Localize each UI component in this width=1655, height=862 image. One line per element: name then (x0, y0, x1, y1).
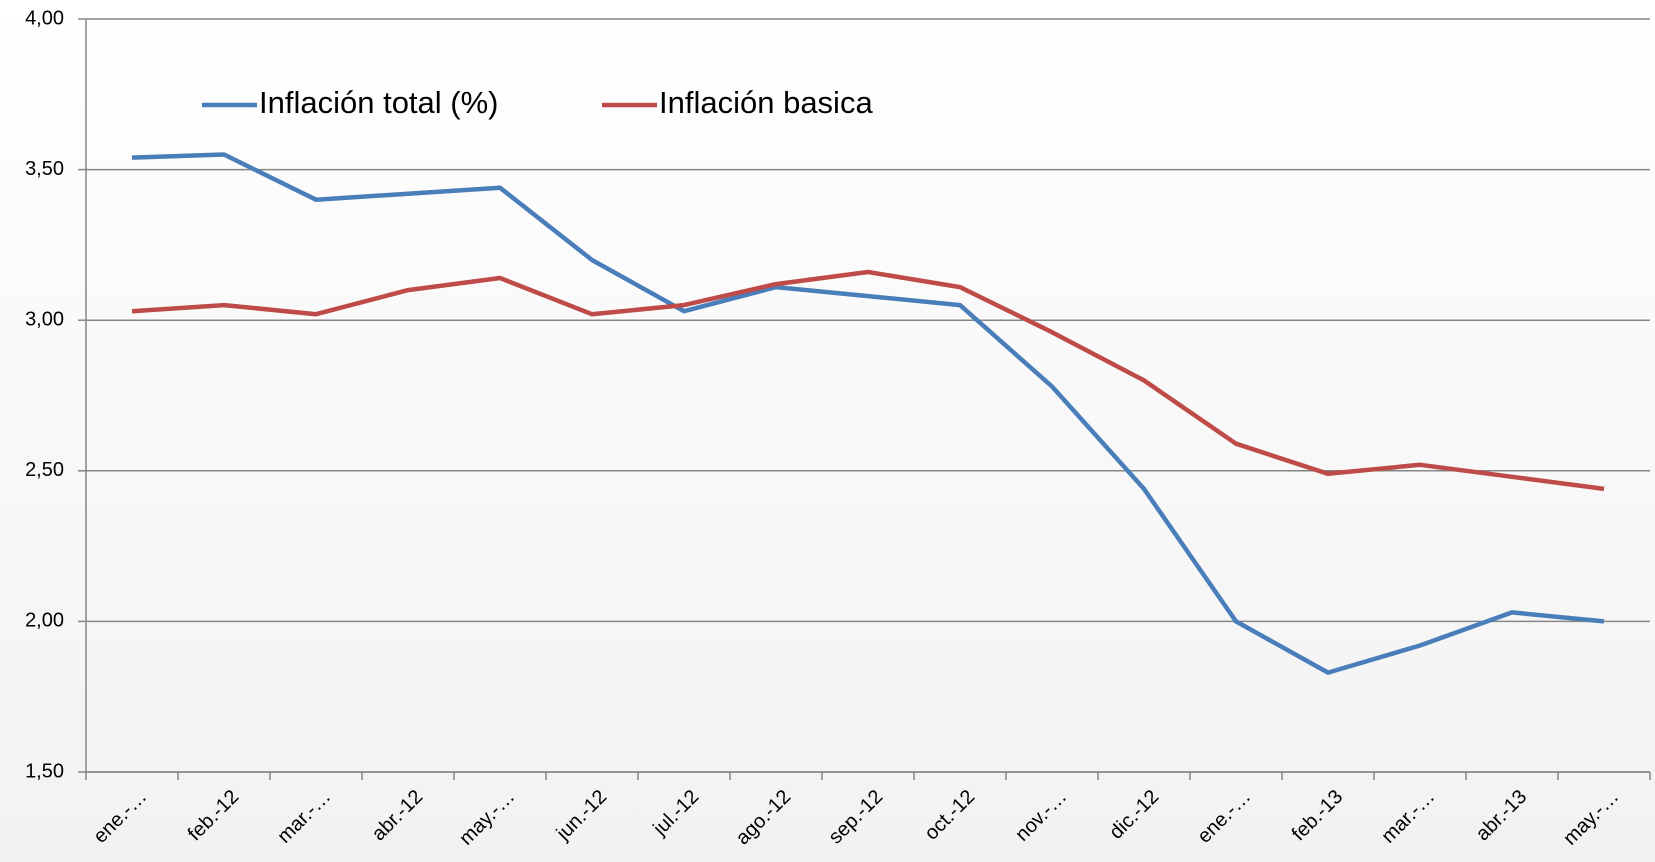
legend-label: Inflación basica (659, 85, 873, 120)
series-line (131, 152, 1605, 675)
series-line (131, 269, 1605, 492)
y-tick-label: 3,50 (25, 158, 64, 180)
y-tick-label: 3,00 (25, 308, 64, 330)
y-tick-label: 2,50 (25, 459, 64, 481)
y-tick-label: 2,00 (25, 610, 64, 632)
legend-label: Inflación total (%) (259, 85, 499, 120)
y-tick-label: 1,50 (25, 760, 64, 782)
y-tick-label: 4,00 (25, 7, 64, 29)
